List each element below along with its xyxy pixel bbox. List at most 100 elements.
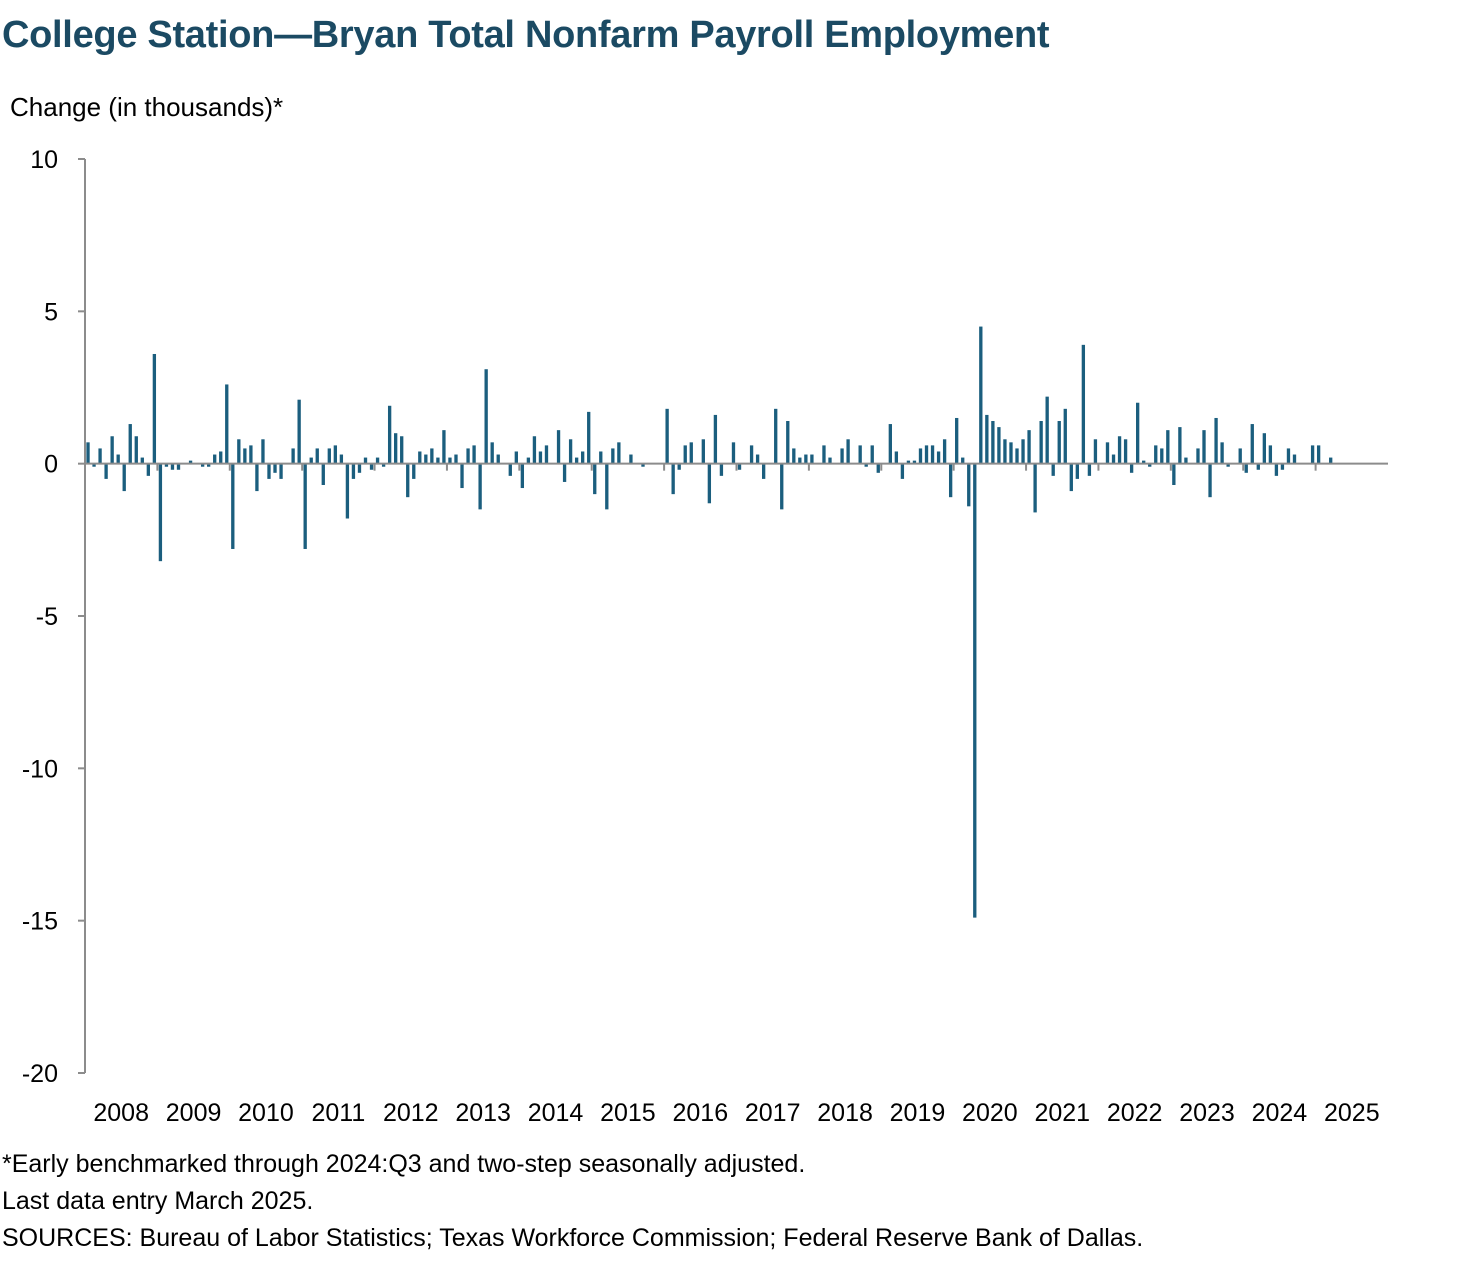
bar bbox=[822, 445, 826, 464]
bar bbox=[363, 457, 368, 464]
x-tick-label: 2023 bbox=[1179, 1099, 1235, 1127]
bar bbox=[798, 457, 802, 464]
bar bbox=[755, 454, 760, 464]
bar bbox=[870, 445, 874, 464]
bar bbox=[424, 454, 428, 464]
bar bbox=[237, 439, 241, 464]
bar bbox=[400, 436, 404, 464]
bar bbox=[948, 463, 953, 498]
x-tick-label: 2012 bbox=[383, 1099, 439, 1127]
bar bbox=[912, 460, 917, 464]
bar bbox=[1051, 463, 1055, 476]
bar bbox=[737, 463, 742, 470]
bar bbox=[719, 463, 724, 476]
x-tick-label: 2008 bbox=[93, 1099, 149, 1127]
bar bbox=[1196, 448, 1200, 464]
bar bbox=[1184, 457, 1188, 464]
bar bbox=[1256, 463, 1260, 470]
bar bbox=[532, 436, 537, 464]
bar bbox=[418, 451, 422, 464]
bars bbox=[86, 326, 1333, 918]
bar bbox=[973, 463, 977, 918]
bar bbox=[261, 439, 265, 464]
bar bbox=[731, 442, 736, 464]
bar bbox=[249, 445, 253, 464]
bar bbox=[683, 445, 687, 464]
bar bbox=[641, 463, 645, 467]
y-tick-label: -20 bbox=[22, 1060, 58, 1088]
footnote-last-entry: Last data entry March 2025. bbox=[2, 1187, 314, 1215]
bar bbox=[846, 439, 850, 464]
bar bbox=[1039, 421, 1043, 464]
bar bbox=[243, 448, 247, 464]
bar bbox=[792, 448, 796, 464]
bar bbox=[369, 463, 374, 470]
bar bbox=[460, 463, 464, 489]
footnote-sources: SOURCES: Bureau of Labor Statistics; Tex… bbox=[2, 1224, 1144, 1252]
bar bbox=[689, 442, 693, 464]
bar bbox=[671, 463, 675, 495]
bar bbox=[1111, 454, 1116, 464]
bar bbox=[906, 460, 911, 464]
chart-title: College Station—Bryan Total Nonfarm Payr… bbox=[2, 14, 1050, 56]
x-tick-label: 2014 bbox=[528, 1099, 584, 1127]
bar bbox=[152, 353, 157, 464]
y-tick-label: 10 bbox=[30, 146, 58, 174]
bar bbox=[1105, 442, 1110, 464]
bar bbox=[1021, 439, 1025, 464]
bar bbox=[701, 439, 705, 464]
bar bbox=[1329, 457, 1333, 464]
bar bbox=[303, 463, 307, 549]
bar bbox=[321, 463, 325, 485]
bar bbox=[1015, 448, 1019, 464]
bar bbox=[876, 463, 880, 473]
bar bbox=[942, 439, 947, 464]
bar bbox=[351, 463, 356, 479]
y-tick-label: -10 bbox=[22, 755, 58, 783]
bar bbox=[1063, 408, 1067, 464]
bar bbox=[930, 445, 935, 464]
bar bbox=[472, 445, 476, 464]
bar bbox=[1117, 436, 1122, 464]
bar bbox=[617, 442, 621, 464]
bar bbox=[140, 457, 144, 464]
footnote-seasonal: *Early benchmarked through 2024:Q3 and t… bbox=[2, 1150, 806, 1178]
y-axis-label: Change (in thousands)* bbox=[10, 92, 284, 122]
bar bbox=[98, 448, 102, 464]
bar bbox=[1268, 445, 1273, 464]
bar bbox=[381, 463, 386, 467]
x-tick-label: 2016 bbox=[672, 1099, 728, 1127]
bar bbox=[357, 463, 362, 473]
x-tick-label: 2013 bbox=[455, 1099, 511, 1127]
bar bbox=[375, 457, 380, 464]
bar bbox=[611, 448, 615, 464]
bar bbox=[200, 463, 205, 467]
bar bbox=[92, 463, 96, 467]
bar bbox=[538, 451, 543, 464]
bar bbox=[1154, 445, 1158, 464]
y-tick-label: 5 bbox=[44, 298, 58, 326]
bar bbox=[1136, 402, 1140, 464]
bar bbox=[267, 463, 271, 479]
bar bbox=[864, 463, 868, 467]
x-tick-label: 2018 bbox=[817, 1099, 873, 1127]
bar bbox=[1081, 344, 1086, 464]
bar bbox=[442, 430, 446, 464]
x-tick-label: 2022 bbox=[1107, 1099, 1163, 1127]
bar bbox=[520, 463, 525, 489]
bar bbox=[1280, 463, 1285, 470]
bar bbox=[593, 463, 597, 495]
bar bbox=[574, 457, 579, 464]
bar bbox=[1292, 454, 1297, 464]
bar bbox=[104, 463, 108, 479]
bar bbox=[562, 463, 567, 482]
bar bbox=[339, 454, 344, 464]
bar bbox=[556, 430, 561, 464]
bar bbox=[858, 445, 862, 464]
bar bbox=[1160, 448, 1164, 464]
bar bbox=[991, 421, 995, 464]
bar bbox=[1238, 448, 1242, 464]
bar bbox=[1057, 421, 1061, 464]
bar bbox=[279, 463, 283, 479]
bar bbox=[207, 463, 211, 467]
